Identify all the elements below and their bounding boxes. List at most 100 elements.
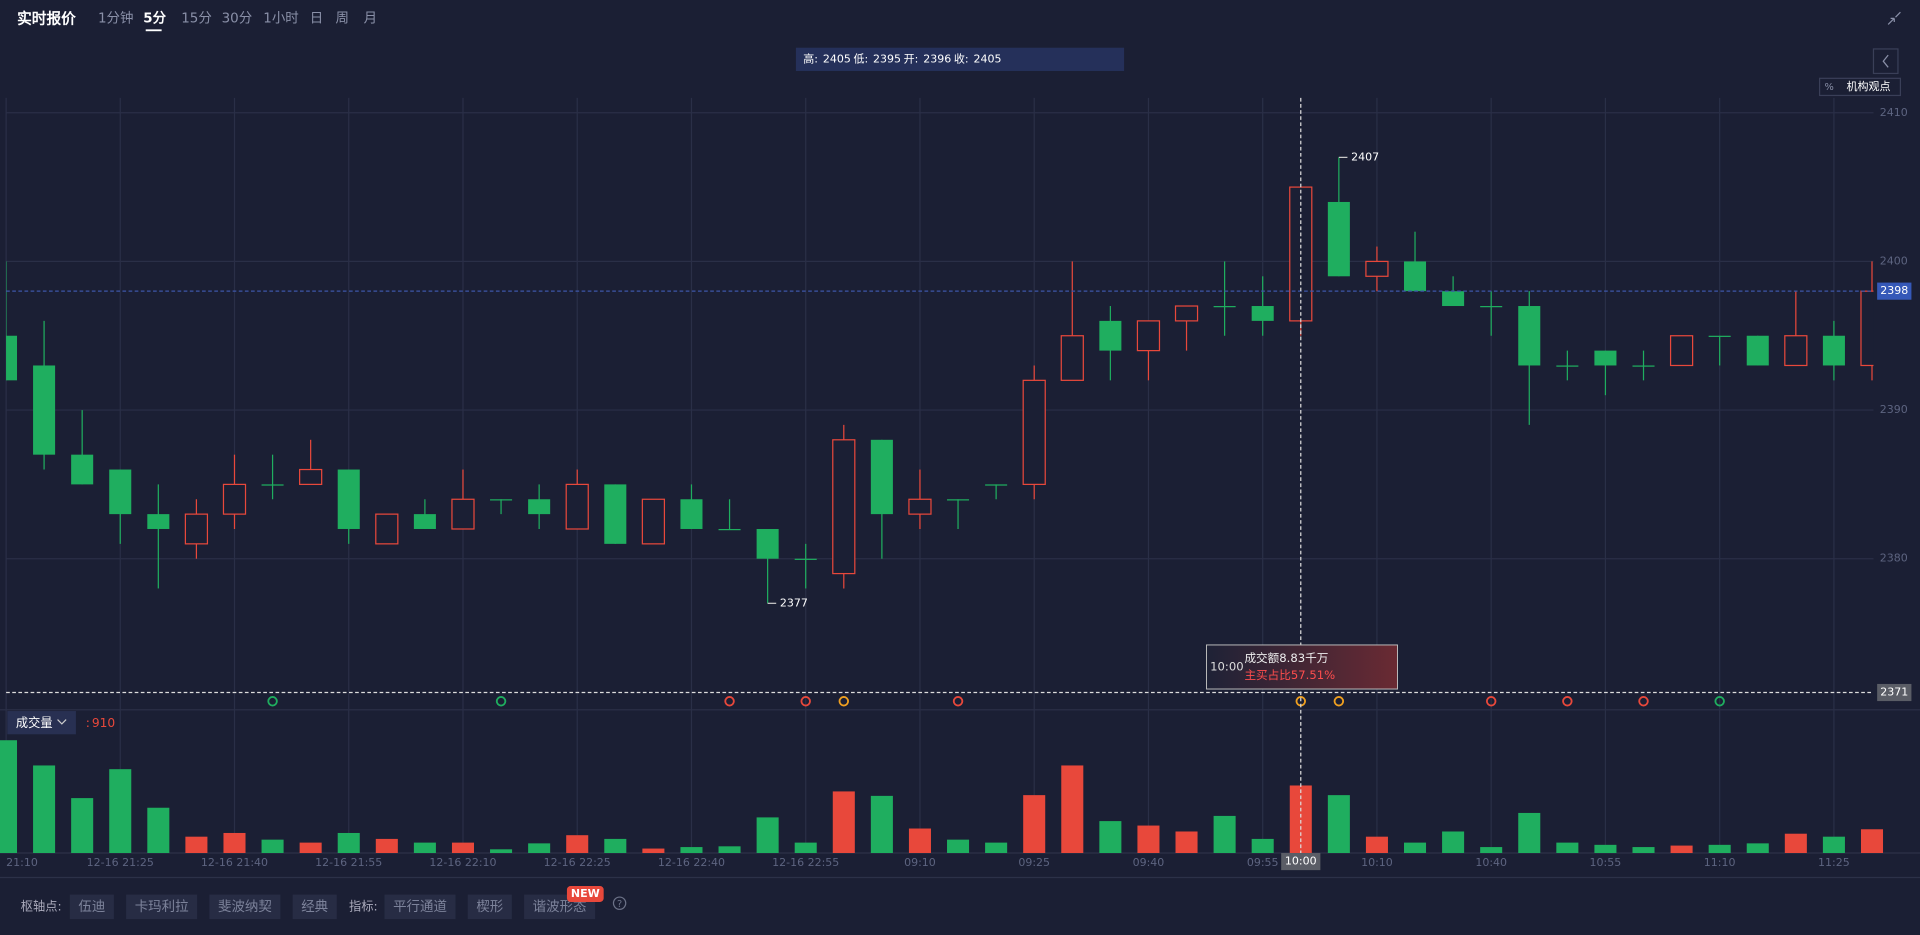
x-tick-label: 12-16 22:55: [772, 856, 839, 869]
footer-button[interactable]: [467, 894, 512, 920]
candle-body: [413, 514, 436, 529]
crosshair-price: 2371: [1880, 686, 1908, 699]
candle-body: [1365, 260, 1389, 277]
volume-bar: [985, 842, 1008, 854]
x-tick-label: 09:10: [904, 856, 936, 869]
hover-turnover: 成交额8.83千万: [1244, 651, 1328, 665]
y-tick-label: 2400: [1880, 254, 1908, 267]
volume-bar: [1404, 842, 1427, 854]
candle-body: [528, 499, 551, 515]
indicator-label: 指标:: [349, 898, 378, 913]
volume-select[interactable]: [7, 711, 76, 735]
volume-bar: [1175, 831, 1198, 854]
volume-bar: [0, 740, 18, 854]
volume-bar: [261, 839, 284, 854]
y-tick-label: 2390: [1880, 403, 1908, 416]
help-icon[interactable]: [612, 896, 627, 910]
ohlc-value: 2405: [973, 52, 1001, 65]
volume-bar: [718, 846, 741, 854]
footer-button[interactable]: [126, 894, 198, 920]
volume-bar: [490, 849, 513, 854]
tab[interactable]: 1分钟: [98, 9, 133, 26]
volume-bar: [1822, 836, 1845, 854]
crosshair-time-tag: [1281, 853, 1321, 871]
candle-body: [1860, 290, 1874, 367]
x-tick-label: 10:40: [1475, 856, 1507, 869]
candle-body: [1099, 320, 1122, 351]
y-tick-label: 2410: [1880, 106, 1908, 119]
candle-body: [1632, 365, 1655, 367]
footer-button[interactable]: [69, 894, 114, 920]
volume-bar: [1670, 845, 1693, 854]
candle-body: [71, 454, 94, 485]
candle-body: [1174, 305, 1199, 322]
signal-icon: [1714, 696, 1725, 707]
volume-bar: [1632, 847, 1655, 854]
candle-body: [1669, 335, 1694, 367]
ohlc-label: 收:: [954, 51, 969, 65]
volume-bar: [1327, 795, 1350, 854]
footer-button-label: 楔形: [476, 899, 503, 915]
footer-button[interactable]: [209, 894, 281, 920]
volume-bar: [1518, 812, 1541, 854]
volume-bar: [832, 791, 855, 854]
candle-body: [1480, 306, 1503, 308]
volume-bar: [1860, 829, 1884, 854]
volume-bar: [223, 832, 246, 854]
views-button[interactable]: [1818, 77, 1902, 97]
candle-body: [718, 528, 741, 531]
x-tick-label: 11:25: [1818, 856, 1850, 869]
x-tick-label: 21:10: [6, 856, 38, 869]
candle-body: [33, 365, 56, 455]
candle-body: [870, 439, 893, 515]
candle-body: [184, 513, 209, 545]
volume-bar: [337, 832, 360, 854]
tab[interactable]: 月: [364, 11, 377, 26]
tab[interactable]: 周: [336, 11, 349, 26]
collapse-icon[interactable]: [1887, 11, 1901, 25]
ohlc-bar: [795, 47, 1125, 71]
volume-bar: [299, 842, 322, 854]
percent-label: %: [1824, 82, 1833, 93]
candle-body: [6, 335, 18, 381]
volume-bar: [908, 828, 931, 854]
hover-time: 10:00: [1210, 659, 1243, 673]
candle-body: [1518, 306, 1541, 366]
volume-bar: [1099, 821, 1122, 854]
tab[interactable]: 5分: [143, 10, 166, 26]
candle-body: [299, 468, 323, 486]
candle-body: [1784, 335, 1808, 367]
side-toggle[interactable]: [1872, 48, 1899, 75]
hover-buy-ratio: 主买占比57.51%: [1244, 668, 1335, 682]
candle-body: [1746, 335, 1769, 366]
tab[interactable]: 1小时: [263, 10, 298, 26]
tab-underline: [145, 29, 162, 32]
y-tick-label: 2380: [1880, 552, 1908, 565]
signal-icon: [1333, 696, 1345, 707]
footer-button[interactable]: [384, 894, 456, 920]
volume-title: 成交量: [16, 715, 53, 730]
tab[interactable]: 15分: [181, 10, 212, 26]
footer-buttons: 伍迪 卡玛利拉 斐波纳契 经典 平行通道 楔形 谐波形态: [69, 894, 596, 920]
tab[interactable]: 30分: [222, 10, 253, 26]
x-tick-label: 12-16 22:40: [658, 856, 725, 869]
volume-bar: [528, 843, 551, 854]
pivot-label: 枢轴点:: [21, 898, 62, 913]
x-tick-label: 10:55: [1590, 856, 1622, 869]
candle-body: [641, 498, 666, 545]
candle-body: [147, 514, 170, 529]
last-price-text: 2398: [1880, 284, 1908, 297]
tab[interactable]: 日: [310, 11, 323, 26]
volume-bar: [71, 798, 94, 854]
tabs: 1分钟 5分 15分 30分 1小时日周月: [98, 9, 377, 32]
new-badge: [566, 886, 604, 902]
signal-icon: [800, 696, 811, 707]
candle-body: [1327, 201, 1350, 277]
ohlc-value: 2396: [923, 52, 951, 65]
volume-bar: [1784, 833, 1807, 854]
candle-body: [1022, 379, 1046, 486]
footer-button[interactable]: [292, 894, 337, 920]
volume-bar: [451, 842, 474, 854]
signal-icon: [495, 696, 507, 707]
signal-icon: [1485, 696, 1497, 707]
